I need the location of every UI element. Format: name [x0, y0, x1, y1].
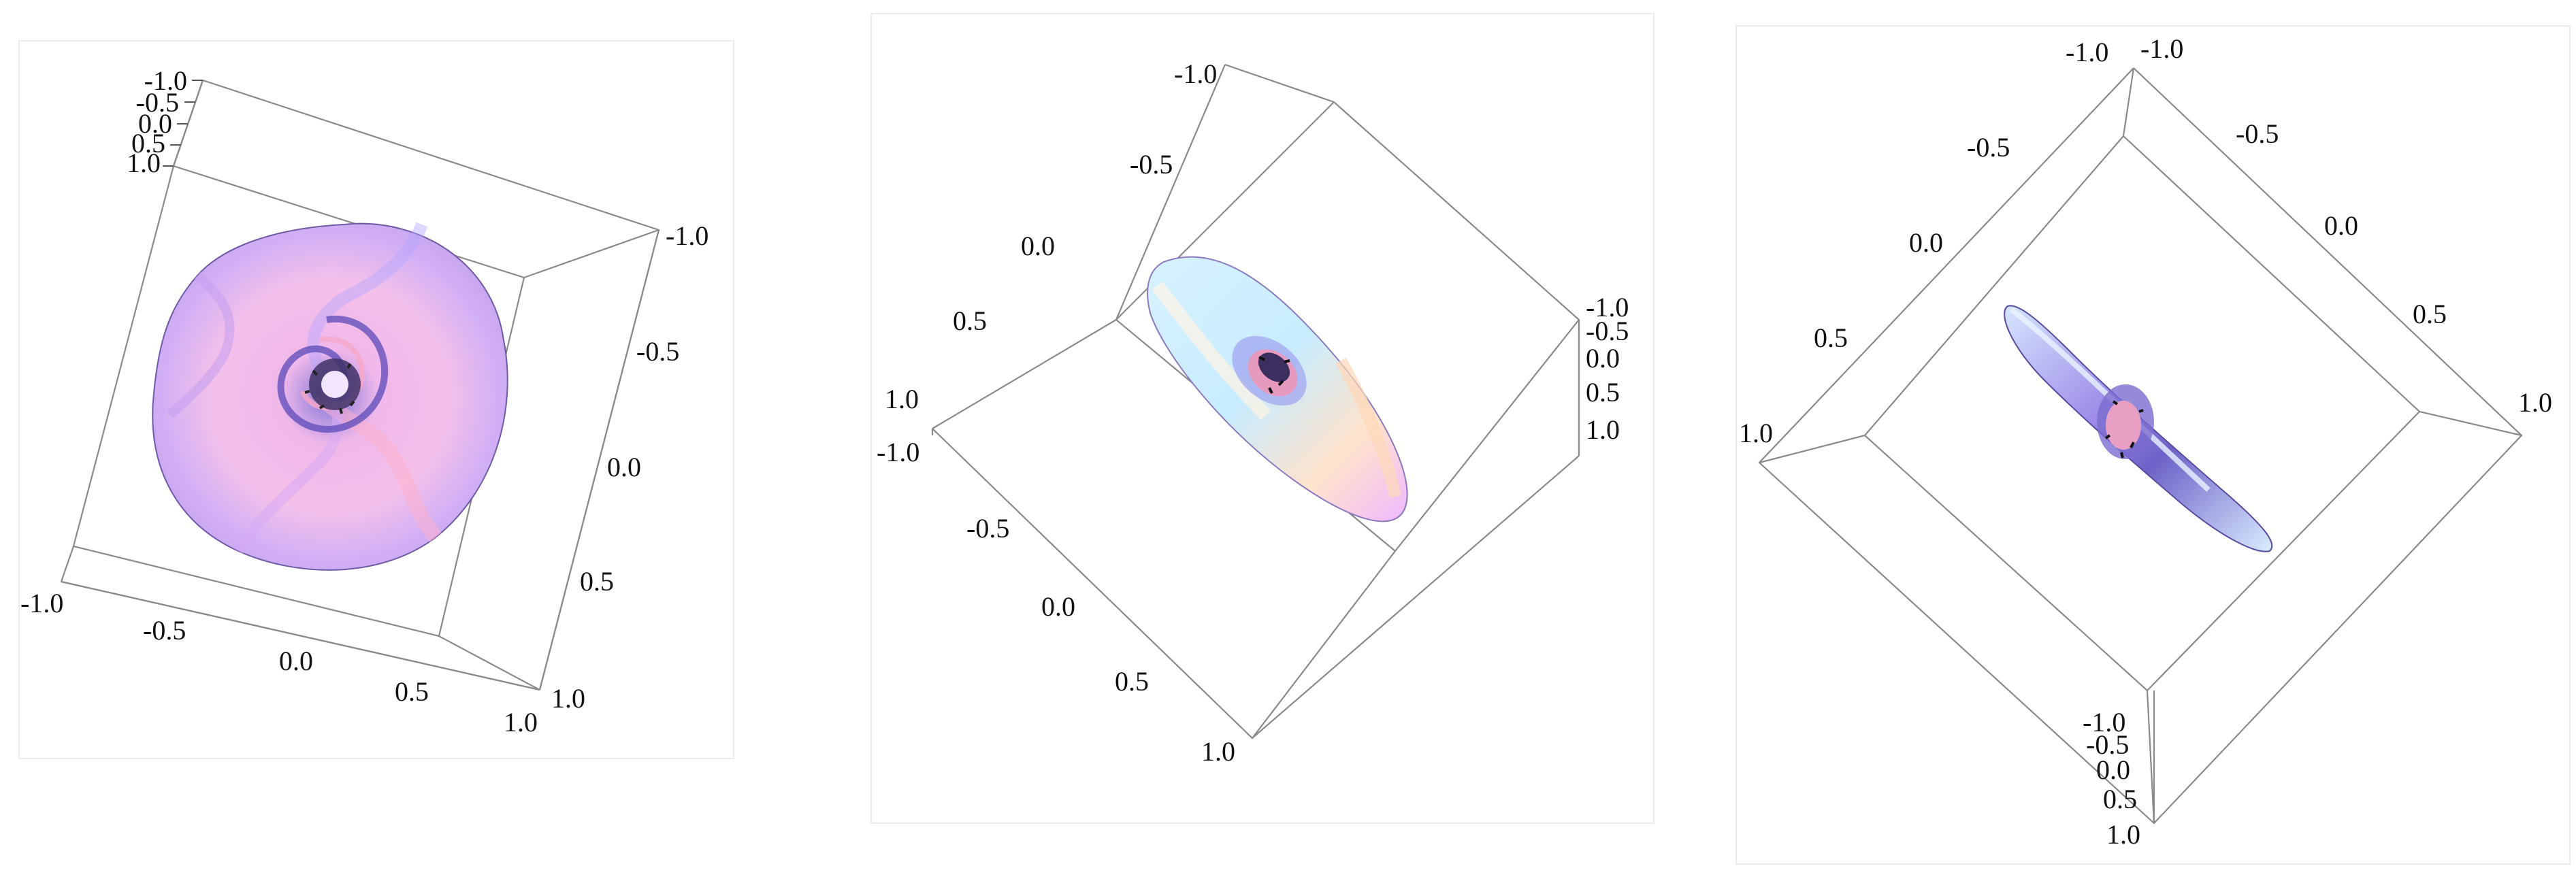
axis-a-tick-label: -0.5 — [1130, 149, 1173, 180]
axis-c-tick-label: 0.5 — [395, 676, 429, 707]
axis-c-tick-label: -0.5 — [1586, 316, 1629, 346]
axis-a-tick-label: -0.5 — [136, 87, 179, 118]
axis-c-tick-label: -0.5 — [2086, 729, 2129, 760]
surface-disk — [1147, 256, 1408, 522]
axis-b-tick-label: 0.5 — [1115, 666, 1149, 697]
axis-c-tick-label: 0.0 — [279, 646, 313, 676]
axis-c-tick-label: 1.0 — [504, 707, 538, 737]
panel-top-view: -1.0 -0.5 0.0 0.5 1.0 -1.0 -0.5 0.0 0.5 … — [0, 0, 749, 776]
axis-b-tick-label: -0.5 — [966, 513, 1009, 544]
plot-frame — [18, 40, 734, 759]
panel-edge-view: -1.0 -0.5 0.0 0.5 1.0 -1.0 -0.5 0.0 0.5 … — [1732, 0, 2573, 871]
axis-b-tick-label: 0.0 — [1041, 591, 1075, 622]
plot-frame — [1735, 25, 2571, 865]
plot-oblique-view: -1.0 -0.5 0.0 0.5 1.0 -1.0 -0.5 0.0 0.5 … — [870, 13, 1654, 824]
axis-b-tick-label: 0.5 — [2413, 299, 2447, 329]
axis-b-tick-label: -1.0 — [877, 437, 919, 467]
axis-a-tick-label: -1.0 — [144, 65, 187, 96]
axis-a: -1.0 -0.5 0.0 0.5 1.0 — [1739, 37, 2108, 448]
axis-c-tick-label: 0.5 — [1586, 377, 1620, 408]
axis-c-tick-label: 0.0 — [1586, 343, 1620, 373]
axis-c: -1.0 -0.5 0.0 0.5 1.0 — [1578, 292, 1629, 456]
axis-b: -1.0 -0.5 0.0 0.5 1.0 — [538, 220, 708, 714]
axis-b-tick-label: -1.0 — [2140, 33, 2183, 64]
surface-disk — [152, 222, 508, 571]
axis-a-tick-label: -1.0 — [2066, 37, 2108, 67]
axis-c-tick-label: 1.0 — [2106, 819, 2140, 850]
axis-b: -1.0 -0.5 0.0 0.5 1.0 — [877, 437, 1235, 767]
plot-frame — [870, 13, 1654, 824]
axis-b-tick-label: -1.0 — [666, 220, 708, 251]
axis-c-tick-label: 0.0 — [2096, 754, 2130, 785]
axis-a-tick-label: 0.0 — [138, 108, 172, 139]
plot-top-view: -1.0 -0.5 0.0 0.5 1.0 -1.0 -0.5 0.0 0.5 … — [18, 40, 734, 759]
axis-c-tick-label: 1.0 — [1586, 414, 1620, 445]
axis-c-tick-label: -1.0 — [20, 588, 63, 618]
axis-a-tick-label: -1.0 — [1174, 59, 1217, 89]
axis-a-tick-label: 1.0 — [1739, 418, 1773, 448]
axis-a-tick-label: 0.0 — [1021, 231, 1055, 261]
axis-c-tick-label: -1.0 — [2083, 707, 2125, 737]
axis-b-tick-label: -0.5 — [2236, 118, 2279, 149]
axis-a: -1.0 -0.5 0.0 0.5 1.0 — [127, 65, 204, 178]
axis-c-tick-label: 0.5 — [2103, 784, 2137, 814]
axis-a-tick-label: 1.0 — [885, 384, 919, 414]
axis-b-tick-label: 1.0 — [2518, 387, 2552, 418]
axis-a-tick-label: 0.5 — [953, 305, 987, 336]
axis-a-tick-label: 0.5 — [131, 128, 165, 159]
plot-edge-view: -1.0 -0.5 0.0 0.5 1.0 -1.0 -0.5 0.0 0.5 … — [1735, 25, 2571, 865]
axis-b-tick-label: 1.0 — [551, 683, 585, 714]
axis-a-tick-label: 0.0 — [1909, 227, 1943, 258]
axis-a-tick-label: 1.0 — [127, 148, 161, 178]
axis-a: -1.0 -0.5 0.0 0.5 1.0 — [885, 59, 1217, 414]
axis-c-tick-label: -1.0 — [1586, 292, 1629, 322]
axis-b: -1.0 -0.5 0.0 0.5 1.0 — [2140, 33, 2552, 418]
axis-a-tick-label: -0.5 — [1967, 132, 2010, 163]
axis-b-tick-label: 0.5 — [580, 566, 614, 597]
axis-b-tick-label: 0.0 — [607, 452, 641, 482]
axis-b-tick-label: 1.0 — [1201, 736, 1235, 767]
axis-b-tick-label: -0.5 — [636, 336, 679, 367]
axis-c: -1.0 -0.5 0.0 0.5 1.0 — [20, 580, 540, 737]
axis-c: -1.0 -0.5 0.0 0.5 1.0 — [2083, 691, 2155, 850]
axis-c-tick-label: -0.5 — [143, 615, 186, 646]
axis-b-tick-label: 0.0 — [2324, 210, 2358, 241]
axis-a-tick-label: 0.5 — [1814, 322, 1848, 353]
panel-oblique-view: -1.0 -0.5 0.0 0.5 1.0 -1.0 -0.5 0.0 0.5 … — [864, 0, 1661, 830]
bounding-box — [931, 63, 1580, 739]
surface-disk — [2004, 305, 2273, 552]
